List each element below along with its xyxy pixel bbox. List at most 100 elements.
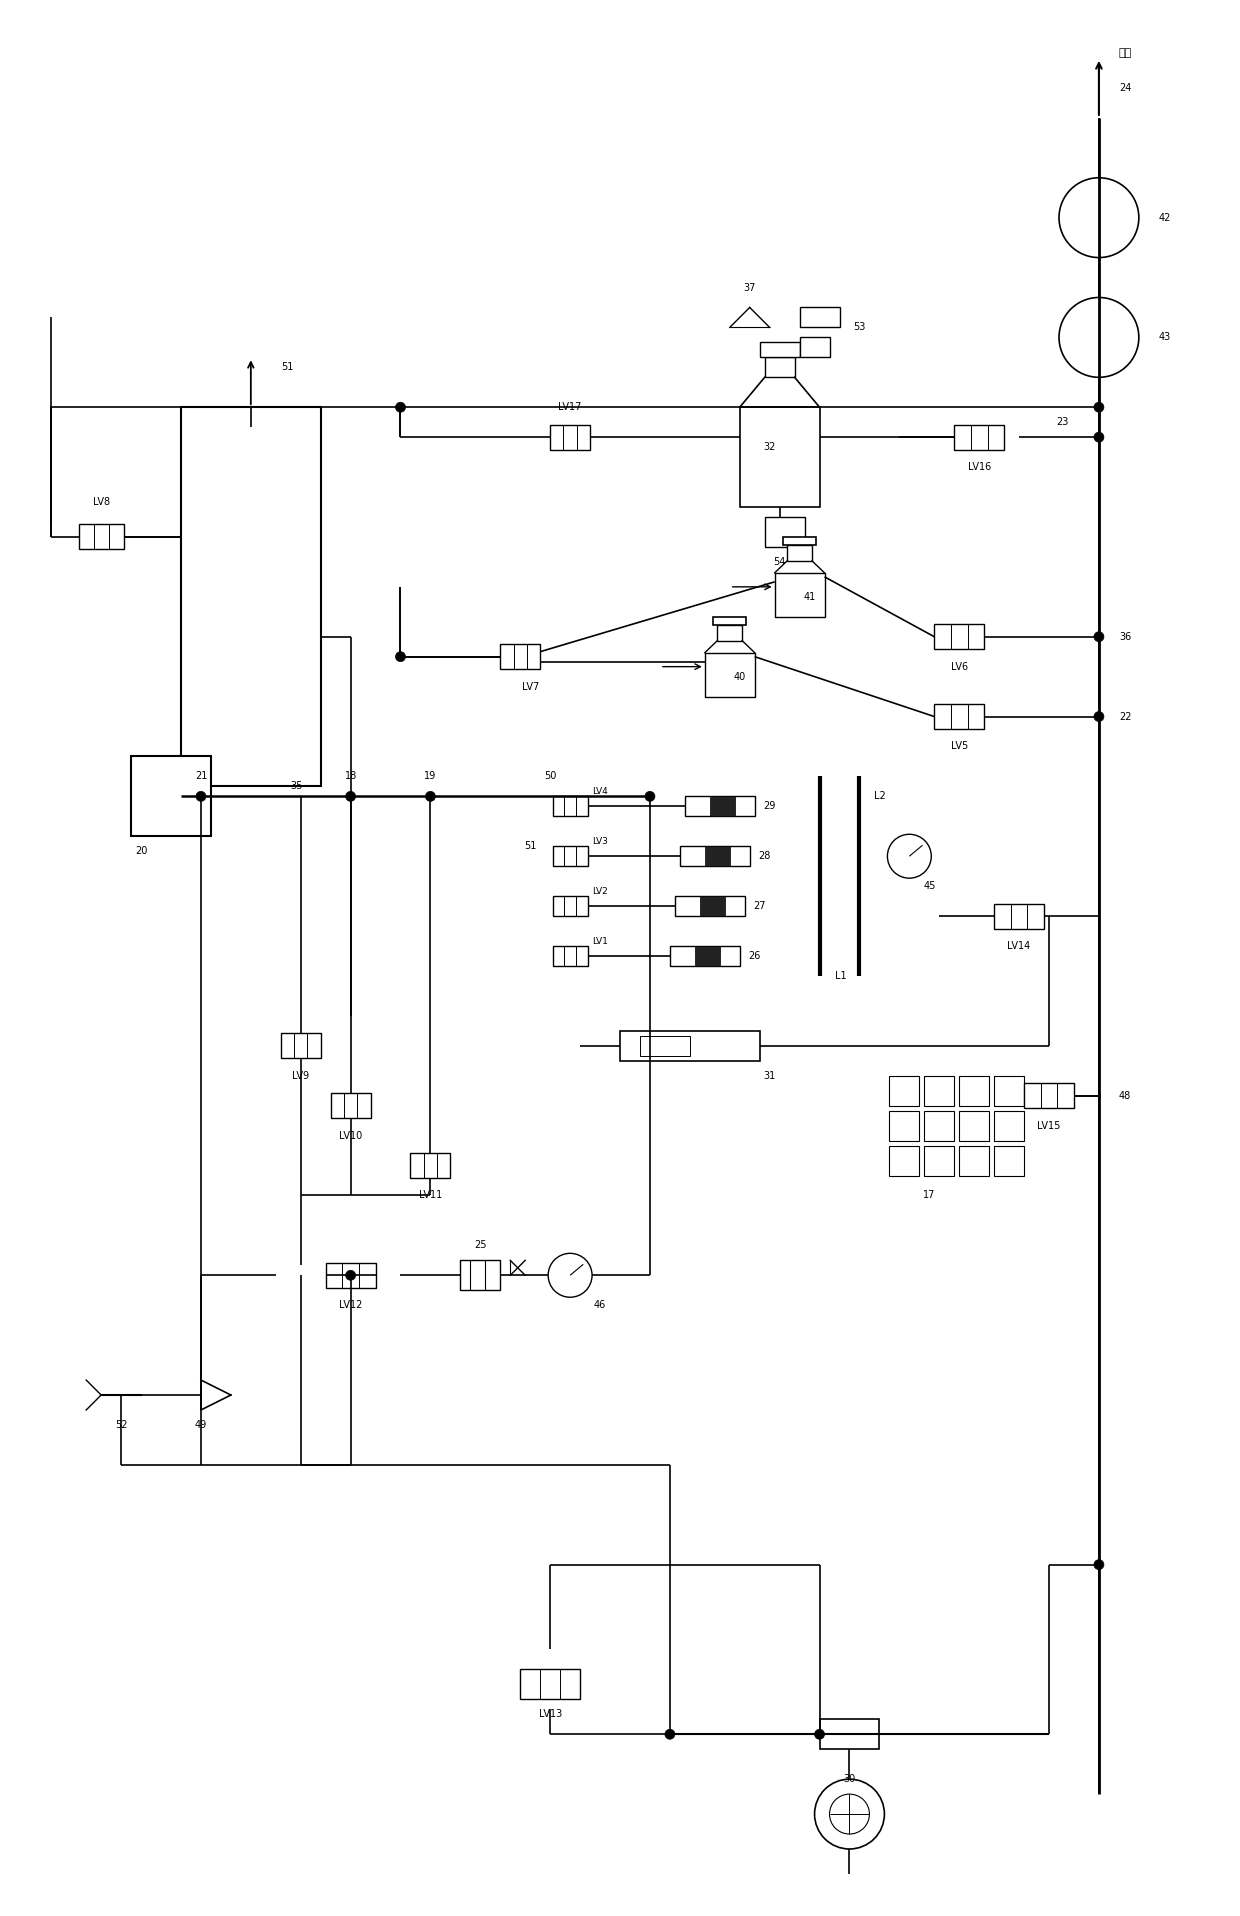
Text: 51: 51 <box>525 841 537 851</box>
Text: LV4: LV4 <box>593 787 608 795</box>
Bar <box>1024 1083 1074 1107</box>
Bar <box>713 617 746 625</box>
Text: LV15: LV15 <box>1038 1121 1060 1130</box>
Bar <box>326 1263 376 1288</box>
Circle shape <box>645 791 655 801</box>
Text: LV9: LV9 <box>293 1071 309 1081</box>
Bar <box>960 1075 990 1106</box>
Bar <box>782 536 816 544</box>
Bar <box>994 1146 1024 1176</box>
Text: LV13: LV13 <box>538 1709 562 1719</box>
Bar <box>553 897 588 916</box>
Circle shape <box>196 791 206 801</box>
Bar <box>765 517 805 546</box>
Text: 41: 41 <box>804 592 816 602</box>
Bar <box>704 653 755 697</box>
Text: 48: 48 <box>1118 1090 1131 1100</box>
Bar <box>960 1111 990 1140</box>
Circle shape <box>830 1793 869 1834</box>
Bar <box>740 408 820 508</box>
Circle shape <box>888 833 931 878</box>
Circle shape <box>1094 402 1104 412</box>
Bar <box>675 897 745 916</box>
Text: 27: 27 <box>754 901 766 912</box>
Circle shape <box>665 1730 675 1740</box>
Text: LV1: LV1 <box>593 937 608 945</box>
Bar <box>775 573 825 617</box>
Text: 32: 32 <box>764 443 776 452</box>
Bar <box>181 408 321 786</box>
Text: 52: 52 <box>115 1420 128 1429</box>
Bar <box>800 307 839 328</box>
Bar <box>553 797 588 816</box>
Text: 18: 18 <box>345 772 357 782</box>
Bar <box>331 1094 371 1119</box>
Circle shape <box>548 1253 591 1297</box>
Text: LV7: LV7 <box>522 682 539 692</box>
Text: LV8: LV8 <box>93 496 109 508</box>
Circle shape <box>346 791 356 801</box>
Bar <box>460 1261 500 1289</box>
Bar <box>521 1669 580 1699</box>
Text: 26: 26 <box>749 950 761 962</box>
Circle shape <box>1094 632 1104 642</box>
Bar <box>820 1719 879 1749</box>
Text: 17: 17 <box>923 1190 935 1201</box>
Bar <box>131 757 211 835</box>
Bar <box>955 425 1004 450</box>
Text: 49: 49 <box>195 1420 207 1429</box>
Text: 30: 30 <box>843 1774 856 1784</box>
Text: LV16: LV16 <box>967 462 991 471</box>
Bar <box>280 1033 321 1058</box>
Bar <box>410 1153 450 1178</box>
Bar <box>704 847 730 866</box>
Text: 25: 25 <box>474 1240 486 1251</box>
Text: 43: 43 <box>1159 331 1171 343</box>
Text: 23: 23 <box>1056 418 1069 427</box>
Text: LV10: LV10 <box>339 1130 362 1140</box>
Bar <box>889 1111 919 1140</box>
Bar <box>800 337 830 358</box>
Text: 36: 36 <box>1118 632 1131 642</box>
Bar <box>553 947 588 966</box>
Bar <box>924 1146 955 1176</box>
Circle shape <box>1059 297 1138 377</box>
Text: 31: 31 <box>764 1071 776 1081</box>
Text: 20: 20 <box>135 847 148 856</box>
Text: 29: 29 <box>764 801 776 810</box>
Text: 废液: 废液 <box>1118 48 1132 57</box>
Text: 24: 24 <box>1118 82 1131 94</box>
Circle shape <box>396 651 405 661</box>
Bar <box>709 797 735 816</box>
Text: LV11: LV11 <box>419 1190 441 1201</box>
Circle shape <box>396 402 405 412</box>
Circle shape <box>1094 433 1104 443</box>
Bar <box>960 1146 990 1176</box>
Bar <box>934 625 985 650</box>
Text: LV5: LV5 <box>951 741 968 751</box>
Text: 42: 42 <box>1159 213 1171 222</box>
Bar <box>684 797 755 816</box>
Bar <box>889 1146 919 1176</box>
Bar <box>699 897 724 916</box>
Bar <box>670 947 740 966</box>
Text: LV12: LV12 <box>339 1301 362 1311</box>
Text: 22: 22 <box>1118 711 1131 722</box>
Bar <box>765 358 795 377</box>
Bar <box>680 847 750 866</box>
Text: 35: 35 <box>290 782 303 791</box>
Text: 40: 40 <box>734 673 745 682</box>
Text: 19: 19 <box>424 772 436 782</box>
Text: 53: 53 <box>853 322 866 331</box>
Text: L2: L2 <box>874 791 887 801</box>
Text: LV2: LV2 <box>593 887 608 895</box>
Circle shape <box>346 1270 356 1280</box>
Bar <box>717 625 743 640</box>
Bar <box>787 544 812 561</box>
Bar <box>553 847 588 866</box>
Text: 46: 46 <box>594 1301 606 1311</box>
Bar <box>994 1075 1024 1106</box>
Text: LV6: LV6 <box>951 661 967 673</box>
Bar <box>500 644 541 669</box>
Text: 45: 45 <box>923 881 935 891</box>
